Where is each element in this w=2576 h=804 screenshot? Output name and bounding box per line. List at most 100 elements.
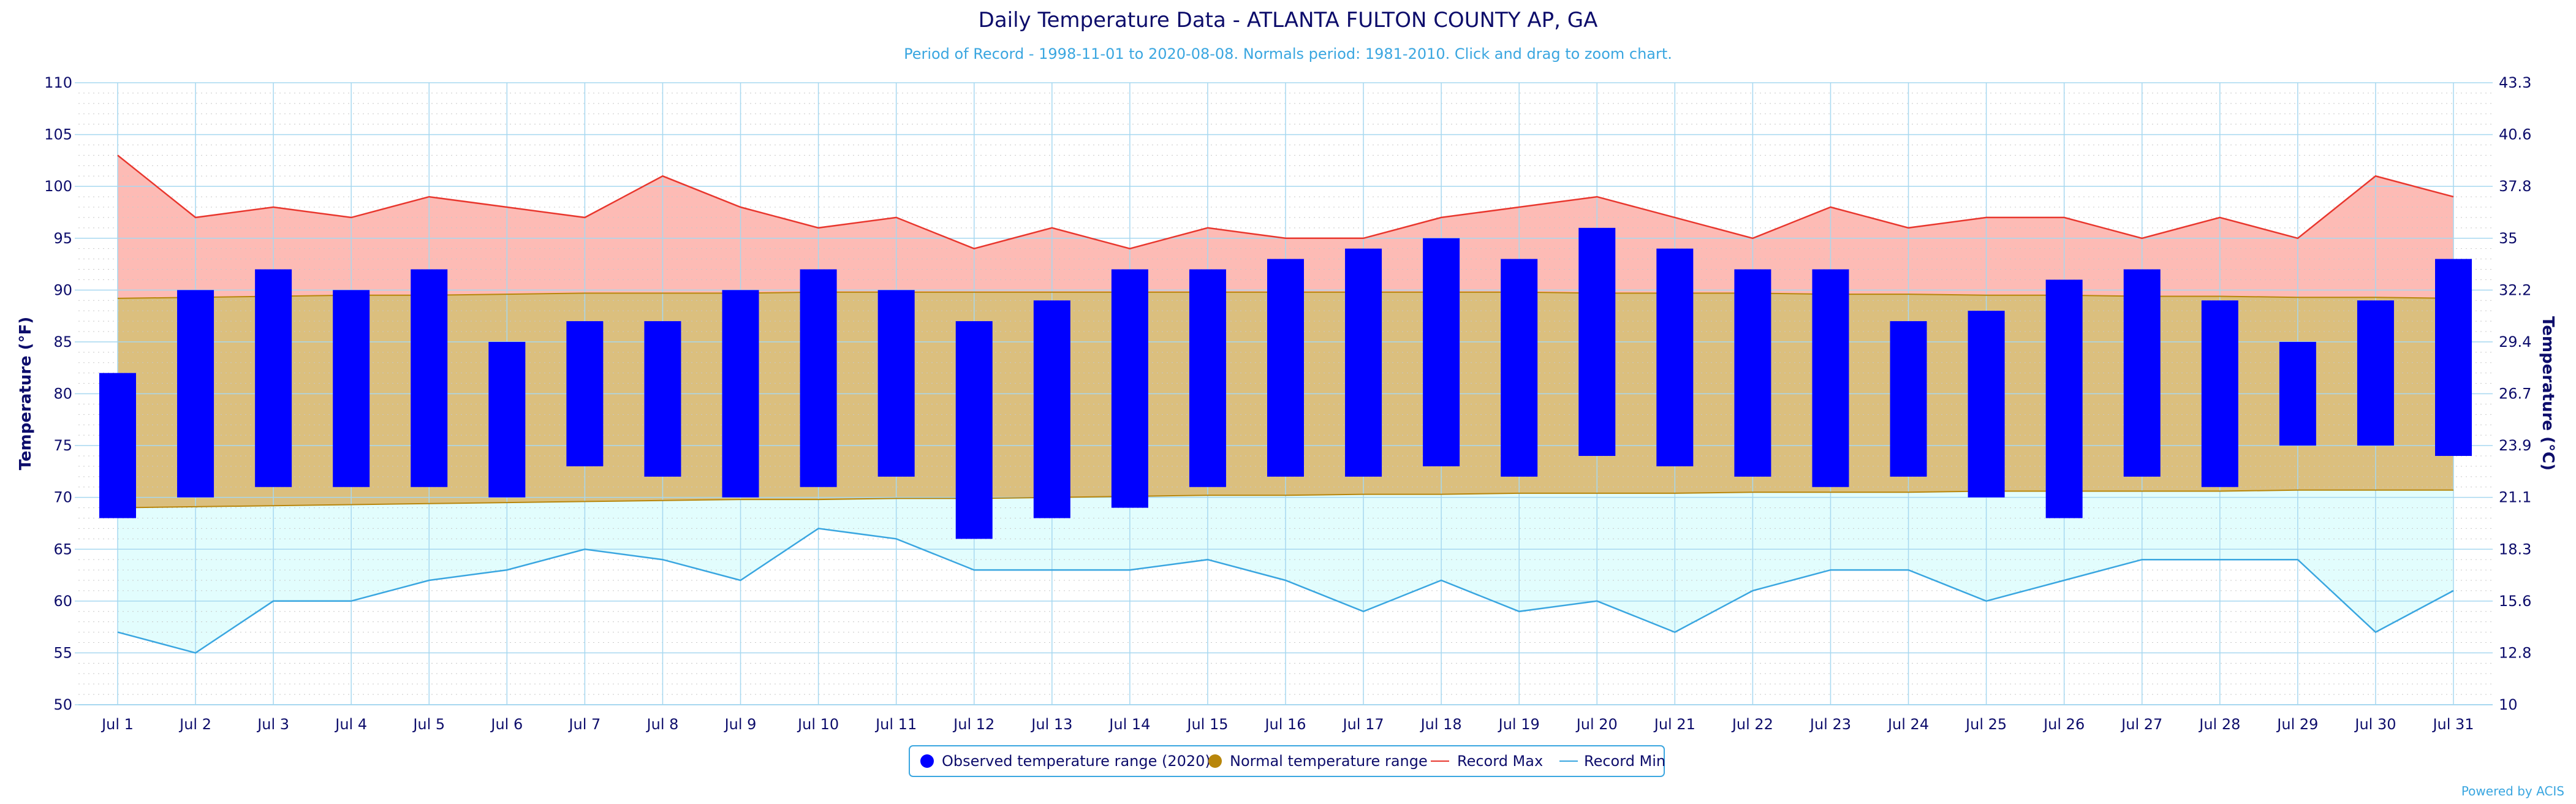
observed-range-bar[interactable] (333, 290, 370, 487)
observed-range-bar[interactable] (1812, 269, 1849, 487)
x-tick-label: Jul 1 (100, 716, 134, 733)
x-tick-label: Jul 27 (2120, 716, 2162, 733)
observed-range-bar[interactable] (177, 290, 214, 498)
x-tick-label: Jul 25 (1964, 716, 2007, 733)
y-tick-label: 90 (53, 281, 72, 298)
x-tick-label: Jul 16 (1263, 716, 1306, 733)
observed-bars (99, 227, 2472, 539)
x-tick-label: Jul 22 (1731, 716, 1773, 733)
legend-label-record-min: Record Min (1584, 753, 1665, 770)
y2-tick-label: 10 (2499, 696, 2518, 713)
observed-range-bar[interactable] (2123, 269, 2161, 477)
x-tick-label: Jul 18 (1420, 716, 1462, 733)
y-tick-label: 75 (53, 437, 72, 454)
observed-range-bar[interactable] (1734, 269, 1771, 477)
x-tick-label: Jul 12 (952, 716, 994, 733)
x-tick-label: Jul 2 (178, 716, 211, 733)
observed-range-bar[interactable] (99, 373, 136, 518)
observed-range-bar[interactable] (1267, 259, 1304, 477)
observed-range-bar[interactable] (2045, 279, 2083, 518)
x-tick-label: Jul 28 (2198, 716, 2240, 733)
x-tick-label: Jul 19 (1498, 716, 1540, 733)
x-tick-label: Jul 29 (2276, 716, 2318, 733)
observed-range-bar[interactable] (1968, 311, 2005, 498)
y2-tick-label: 43.3 (2499, 74, 2531, 91)
legend-box (909, 745, 1665, 777)
x-tick-label: Jul 11 (874, 716, 917, 733)
observed-range-bar[interactable] (722, 290, 759, 498)
x-tick-label: Jul 5 (412, 716, 445, 733)
x-tick-label: Jul 30 (2354, 716, 2396, 733)
y2-tick-label: 29.4 (2499, 333, 2531, 351)
record-max-band (118, 155, 2453, 298)
credit-link[interactable]: Powered by ACIS (2461, 784, 2564, 798)
y-tick-label: 50 (53, 696, 72, 713)
observed-range-bar[interactable] (1423, 238, 1460, 466)
observed-range-bar[interactable] (1578, 227, 1616, 456)
y-axis-left-ticks: 50 55 60 65 70 75 80 85 90 95 100 105 110 (44, 74, 78, 713)
x-tick-label: Jul 24 (1887, 716, 1929, 733)
y-tick-label: 105 (44, 126, 72, 143)
observed-range-bar[interactable] (2435, 259, 2472, 456)
x-tick-label: Jul 9 (724, 716, 757, 733)
legend: Observed temperature range (2020) Normal… (909, 745, 1665, 777)
observed-range-bar[interactable] (955, 321, 993, 539)
observed-range-bar[interactable] (488, 341, 526, 498)
observed-range-bar[interactable] (1111, 269, 1148, 508)
y2-tick-label: 37.8 (2499, 178, 2531, 195)
y2-tick-label: 40.6 (2499, 126, 2531, 143)
observed-range-bar[interactable] (800, 269, 837, 487)
legend-label-observed: Observed temperature range (2020) (942, 753, 1211, 770)
legend-label-record-max: Record Max (1457, 753, 1543, 770)
legend-item-record-max[interactable]: Record Max (1431, 753, 1543, 770)
y2-tick-label: 23.9 (2499, 437, 2531, 454)
observed-range-bar[interactable] (1345, 248, 1382, 477)
observed-range-bar[interactable] (877, 290, 915, 477)
y2-tick-label: 12.8 (2499, 644, 2531, 661)
x-tick-label: Jul 3 (256, 716, 289, 733)
y2-tick-label: 35 (2499, 230, 2518, 247)
observed-range-bar[interactable] (566, 321, 604, 466)
observed-range-bar[interactable] (1656, 248, 1694, 466)
legend-item-record-min[interactable]: Record Min (1559, 753, 1665, 770)
legend-item-normal[interactable]: Normal temperature range (1208, 753, 1428, 770)
observed-range-bar[interactable] (1033, 300, 1070, 518)
observed-range-bar[interactable] (411, 269, 448, 487)
observed-range-bar[interactable] (644, 321, 681, 477)
x-tick-label: Jul 10 (797, 716, 839, 733)
chart-subtitle: Period of Record - 1998-11-01 to 2020-08… (904, 45, 1672, 63)
x-tick-label: Jul 15 (1186, 716, 1228, 733)
observed-range-bar[interactable] (2201, 300, 2238, 487)
legend-item-observed[interactable]: Observed temperature range (2020) (920, 753, 1211, 770)
y2-tick-label: 26.7 (2499, 385, 2531, 403)
x-tick-label: Jul 17 (1342, 716, 1384, 733)
y-tick-label: 55 (53, 644, 72, 661)
y2-tick-label: 21.1 (2499, 489, 2531, 506)
y-tick-label: 110 (44, 74, 72, 91)
observed-range-bar[interactable] (255, 269, 292, 487)
y-tick-label: 70 (53, 489, 72, 506)
chart-title: Daily Temperature Data - ATLANTA FULTON … (979, 8, 1598, 32)
x-tick-label: Jul 4 (334, 716, 367, 733)
observed-range-bar[interactable] (1501, 259, 1538, 477)
record-min-line (117, 528, 2454, 654)
x-tick-label: Jul 23 (1809, 716, 1851, 733)
legend-marker-normal (1208, 754, 1222, 768)
x-tick-label: Jul 7 (567, 716, 600, 733)
x-tick-label: Jul 8 (646, 716, 679, 733)
x-tick-label: Jul 26 (2042, 716, 2085, 733)
x-axis-ticks: Jul 1 Jul 2 Jul 3 Jul 4 Jul 5 Jul 6 Jul 7 Jul 8… (100, 716, 2474, 733)
x-tick-label: Jul 6 (490, 716, 523, 733)
y-axis-title-left: Temperature (°F) (17, 317, 35, 471)
x-tick-label: Jul 13 (1030, 716, 1072, 733)
legend-marker-observed (920, 754, 934, 768)
y-tick-label: 80 (53, 385, 72, 403)
observed-range-bar[interactable] (2357, 300, 2394, 446)
observed-range-bar[interactable] (2279, 341, 2316, 446)
y-tick-label: 95 (53, 230, 72, 247)
x-tick-label: Jul 14 (1108, 716, 1150, 733)
observed-range-bar[interactable] (1890, 321, 1927, 477)
observed-range-bar[interactable] (1189, 269, 1226, 487)
y2-tick-label: 18.3 (2499, 540, 2531, 558)
